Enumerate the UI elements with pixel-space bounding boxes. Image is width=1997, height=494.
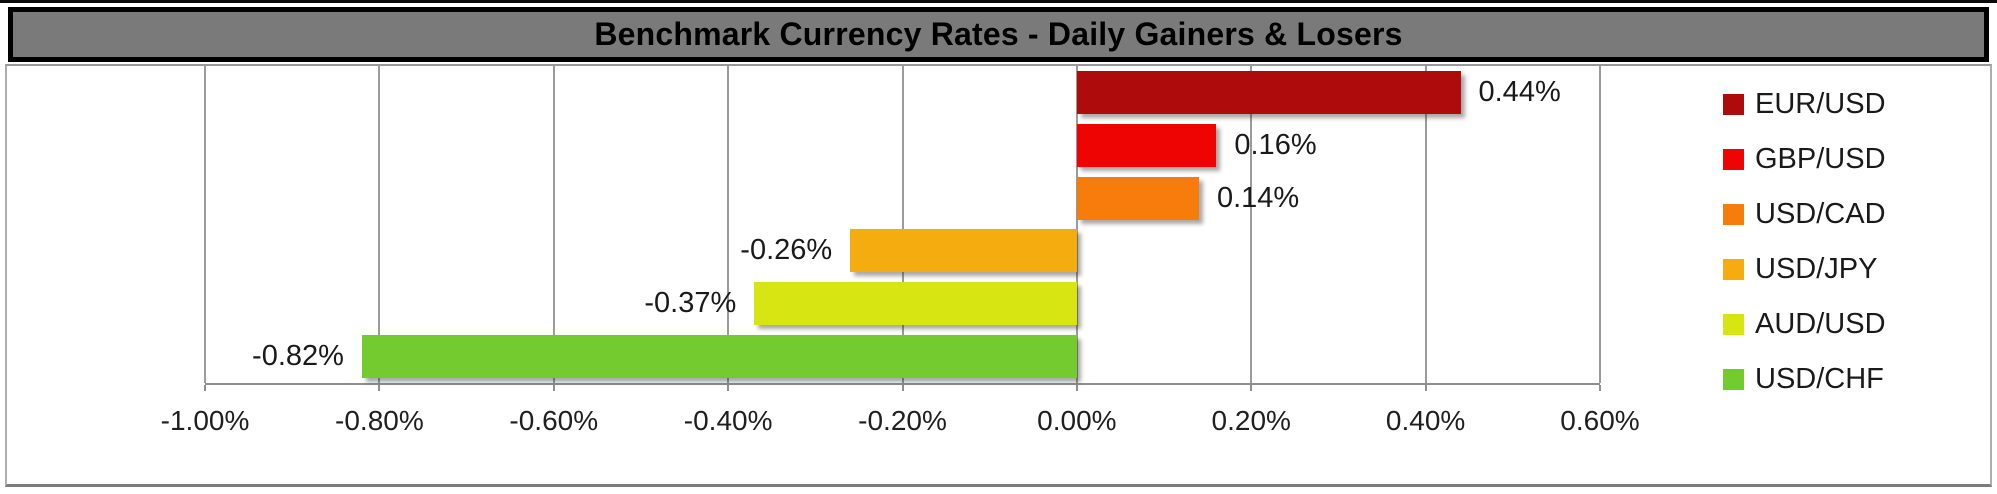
bar-gbp-usd: [1076, 124, 1217, 167]
x-tick-label: 0.00%: [1037, 405, 1117, 436]
x-tick-label: -0.80%: [335, 405, 424, 436]
legend-item-usd-chf: USD/CHF: [1723, 352, 1886, 407]
legend-swatch-icon: [1723, 259, 1744, 280]
gridline-0.00: [1075, 66, 1078, 383]
axis-tick-mark: [1250, 385, 1253, 391]
bar-value-label-gbp-usd: 0.16%: [1234, 129, 1317, 161]
axis-tick-mark: [552, 385, 555, 391]
bar-eur-usd: [1076, 71, 1461, 114]
bar-value-label-eur-usd: 0.44%: [1478, 76, 1561, 108]
bar-value-label-aud-usd: -0.37%: [644, 287, 737, 319]
axis-tick-mark: [1075, 385, 1078, 391]
axis-tick-mark: [727, 385, 730, 391]
chart-body: 0.44% 0.16% 0.14% -0.26% -0.37% -0.82% -1.00%…: [5, 64, 1992, 487]
x-tick-label: 0.40%: [1385, 405, 1466, 436]
chart-title-bar: Benchmark Currency Rates - Daily Gainers…: [8, 7, 1989, 62]
gridline-0.40: [1424, 66, 1427, 383]
gridline--0.20: [901, 66, 904, 383]
gridline-0.20: [1250, 66, 1253, 383]
x-tick-label: -0.20%: [858, 405, 947, 436]
plot-area: 0.44% 0.16% 0.14% -0.26% -0.37% -0.82%: [204, 66, 1601, 391]
legend-label: USD/JPY: [1755, 253, 1878, 285]
legend-item-aud-usd: AUD/USD: [1723, 297, 1886, 352]
bar-aud-usd: [754, 282, 1077, 325]
chart-title: Benchmark Currency Rates - Daily Gainers…: [594, 16, 1403, 52]
legend: EUR/USD GBP/USD USD/CAD USD/JPY AUD/USD USD/C…: [1723, 77, 1886, 407]
axis-tick-mark: [901, 385, 904, 391]
axis-tick-mark: [378, 385, 381, 391]
x-tick-label: 0.60%: [1560, 405, 1640, 436]
x-tick-label: -1.00%: [160, 405, 250, 436]
top-border-rule: [0, 0, 1997, 3]
x-tick-label: -0.60%: [509, 405, 599, 436]
legend-label: USD/CHF: [1755, 363, 1884, 395]
legend-swatch-icon: [1723, 204, 1744, 225]
x-tick-label: 0.20%: [1211, 405, 1291, 436]
legend-swatch-icon: [1723, 369, 1744, 390]
bar-usd-cad: [1076, 177, 1199, 220]
legend-label: GBP/USD: [1755, 143, 1886, 175]
legend-item-gbp-usd: GBP/USD: [1723, 132, 1886, 187]
gridline--0.80: [378, 66, 381, 383]
x-axis: -1.00% -0.80% -0.60% -0.40% -0.20% 0.00% 0.20%…: [161, 391, 1640, 441]
gridline--1.00: [204, 66, 206, 383]
bar-value-label-usd-jpy: -0.26%: [740, 234, 833, 266]
legend-swatch-icon: [1723, 94, 1744, 115]
axis-tick-mark: [204, 385, 206, 391]
x-tick-label: -0.40%: [683, 405, 773, 436]
legend-label: AUD/USD: [1755, 308, 1886, 340]
gridline--0.40: [727, 66, 730, 383]
axis-tick-mark: [1599, 385, 1601, 391]
legend-item-usd-cad: USD/CAD: [1723, 187, 1886, 242]
legend-item-eur-usd: EUR/USD: [1723, 77, 1886, 132]
legend-swatch-icon: [1723, 314, 1744, 335]
bar-usd-jpy: [850, 229, 1077, 272]
axis-tick-mark: [1424, 385, 1427, 391]
bar-value-label-usd-cad: 0.14%: [1216, 182, 1300, 214]
legend-item-usd-jpy: USD/JPY: [1723, 242, 1886, 297]
legend-swatch-icon: [1723, 149, 1744, 170]
legend-label: USD/CAD: [1755, 198, 1886, 230]
legend-label: EUR/USD: [1755, 88, 1886, 120]
bar-usd-chf: [361, 335, 1077, 378]
bar-value-label-usd-chf: -0.82%: [252, 340, 344, 372]
gridline-0.60: [1599, 66, 1601, 383]
gridline--0.60: [552, 66, 555, 383]
